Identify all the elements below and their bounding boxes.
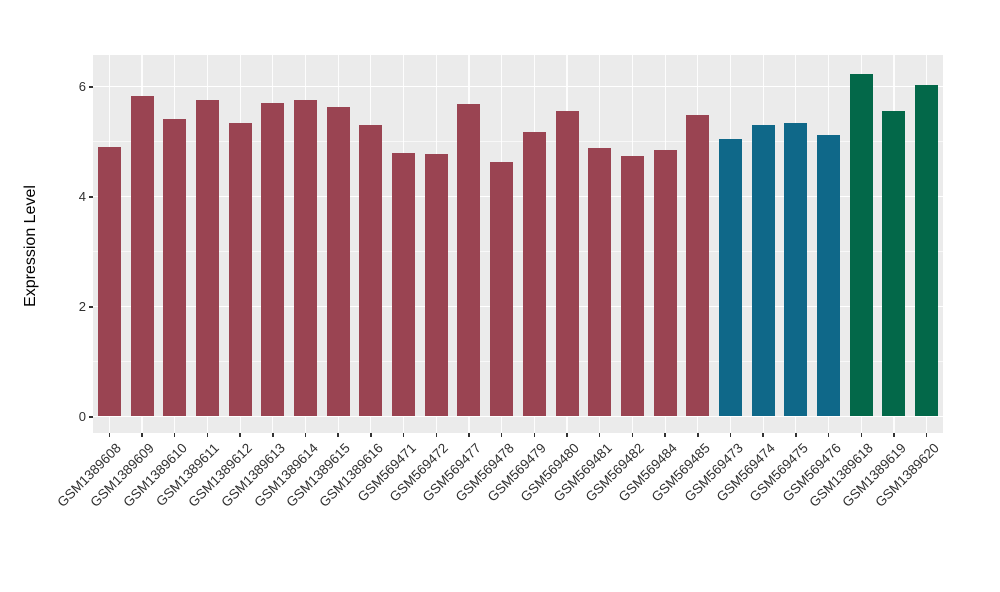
bar (195, 99, 219, 416)
x-axis-tick (370, 433, 372, 437)
major-gridline (93, 86, 943, 88)
bar (817, 134, 841, 416)
x-axis-tick (566, 433, 568, 437)
bar (522, 132, 546, 416)
y-axis-tick (89, 306, 93, 308)
x-axis-tick (893, 433, 895, 437)
major-gridline (93, 306, 943, 308)
x-axis-tick (697, 433, 699, 437)
x-axis-tick (304, 433, 307, 437)
x-axis-tick (598, 433, 601, 437)
bar-chart-figure: Expression Level 0 2 4 6 GSM1389608 GSM138960… (22, 55, 943, 510)
bar (882, 110, 906, 416)
bar (294, 100, 317, 416)
x-axis-tick (664, 433, 666, 437)
x-axis-tick (827, 433, 830, 437)
x-axis-tick (141, 433, 143, 437)
x-axis-tick (860, 433, 863, 437)
bar (424, 154, 448, 416)
x-axis-tick (173, 433, 176, 437)
bar (588, 148, 612, 416)
y-axis-tick (89, 196, 93, 198)
bar (686, 115, 710, 416)
bar (751, 125, 775, 416)
x-axis-tick (239, 433, 241, 437)
y-axis-tick-label: 6 (78, 78, 86, 94)
x-axis-tick (108, 433, 111, 437)
x-axis-tick (795, 433, 797, 437)
x-axis-tick (500, 433, 503, 437)
bar (97, 147, 121, 416)
bar (392, 153, 416, 416)
x-axis-tick (206, 433, 209, 437)
y-axis-tick-label: 0 (78, 408, 86, 424)
minor-gridline (93, 251, 943, 252)
x-axis-tick (337, 433, 339, 437)
bar (784, 122, 808, 416)
x-axis-tick (533, 433, 536, 437)
x-axis-tick (272, 433, 274, 437)
minor-gridline (93, 141, 943, 142)
x-axis-tick (631, 433, 634, 437)
x-axis-tick (435, 433, 438, 437)
y-axis-tick-label: 2 (78, 298, 86, 314)
y-axis-tick (89, 86, 93, 88)
bar (719, 138, 742, 416)
major-gridline (93, 196, 943, 198)
y-axis-title: Expression Level (22, 185, 39, 307)
x-axis-tick (925, 433, 928, 437)
y-axis-tick-label: 4 (78, 188, 86, 204)
y-axis-tick (89, 416, 93, 418)
bar (620, 155, 644, 416)
bar (457, 104, 481, 416)
x-axis-tick (468, 433, 470, 437)
bar (326, 106, 350, 416)
bar (228, 122, 252, 416)
bar (653, 149, 677, 416)
minor-gridline (93, 361, 943, 362)
bar (555, 110, 579, 416)
plot-panel (93, 55, 943, 433)
major-gridline (93, 416, 943, 418)
bar (130, 95, 154, 416)
bar (261, 103, 285, 416)
bar (915, 84, 939, 416)
bar (849, 73, 873, 416)
bar (490, 161, 514, 416)
x-axis-tick (762, 433, 764, 437)
bar (163, 119, 187, 416)
x-axis-tick (402, 433, 405, 437)
x-axis-tick (729, 433, 732, 437)
bar (359, 125, 383, 416)
